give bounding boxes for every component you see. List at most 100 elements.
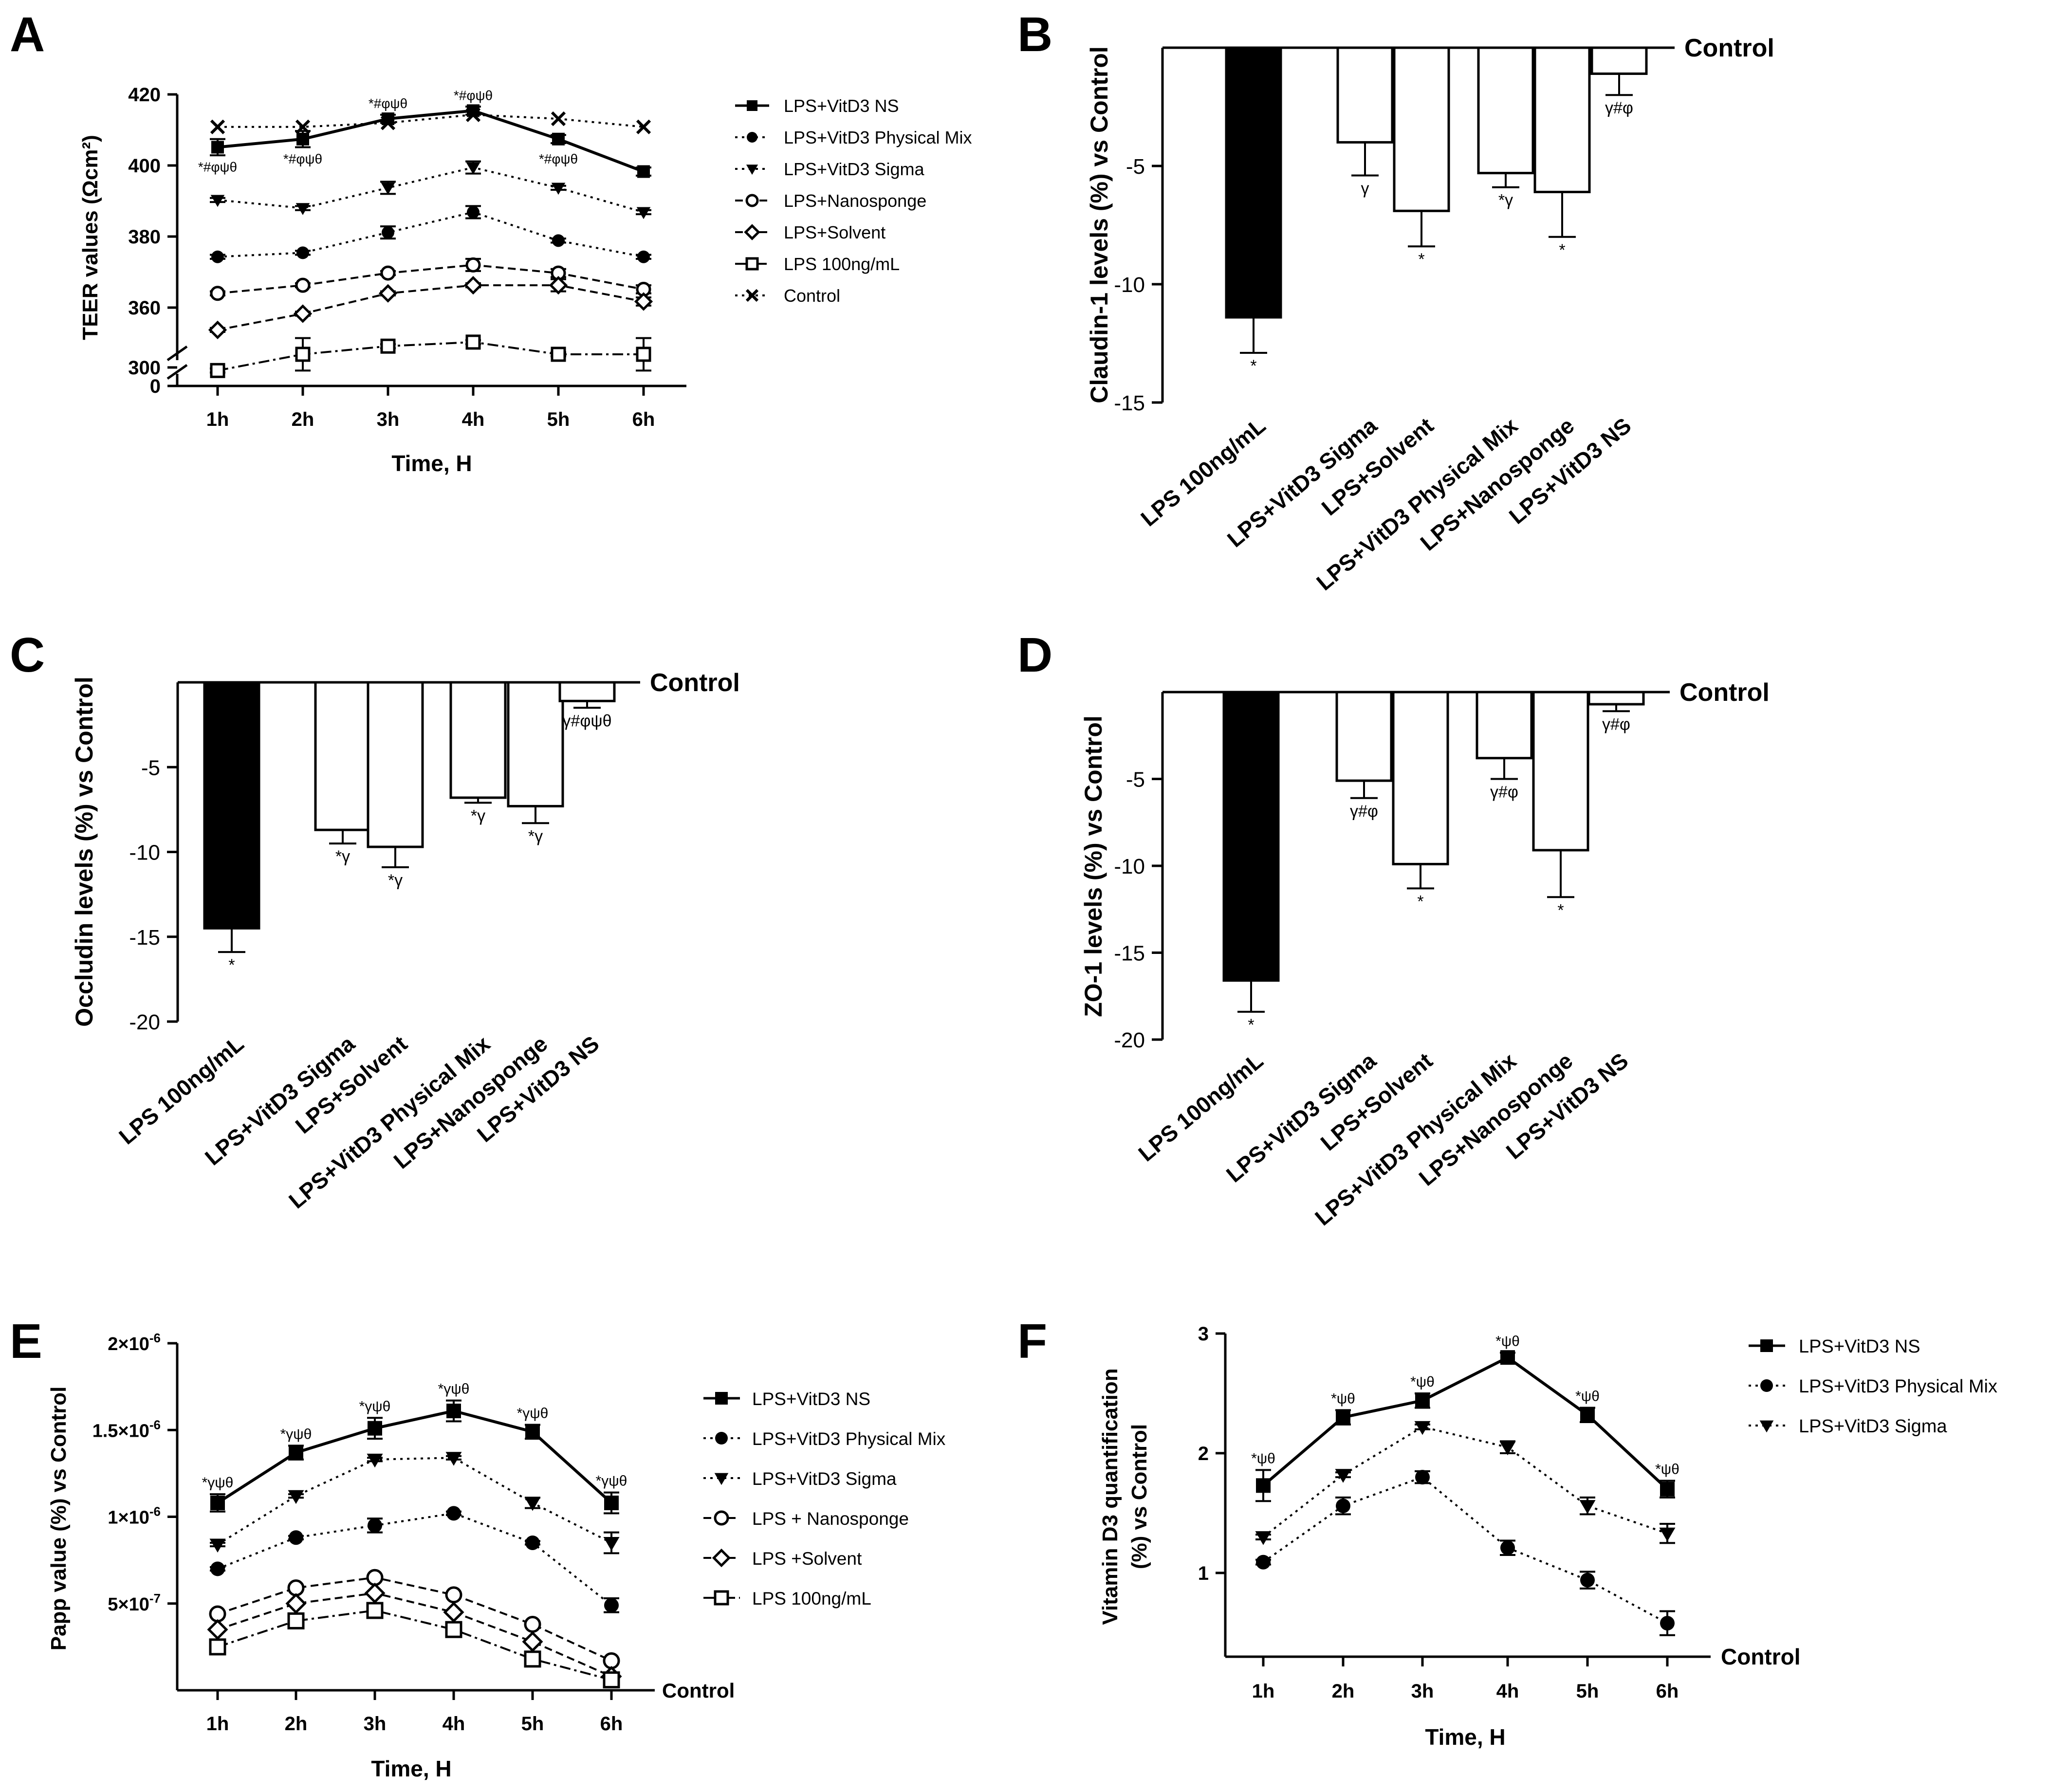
bar-lps-solvent: [1393, 46, 1450, 212]
series-line-lps-vitd3-sigma: [1262, 1426, 1668, 1538]
y-axis-label: TEER values (Ωcm²): [78, 135, 102, 340]
y-axis-label: (%) vs Control: [1127, 1424, 1151, 1569]
x-tick-label: 6h: [1656, 1681, 1679, 1702]
data-point-lps-vitd3-ns: [637, 165, 650, 178]
data-point-lps-solvent: [634, 292, 653, 311]
y-tick-label: -15: [129, 926, 160, 950]
y-tick-exponent: -6: [149, 1417, 161, 1432]
legend-label: LPS+VitD3 Physical Mix: [784, 128, 972, 147]
legend-label: LPS+VitD3 Sigma: [1799, 1416, 1947, 1437]
data-point-lps-100ng-ml: [524, 1650, 541, 1668]
data-point-lps-vitd3-physical-mix: [1580, 1573, 1595, 1588]
data-point-lps-vitd3-sigma: [288, 1490, 304, 1504]
x-tick-label: 2h: [292, 409, 314, 430]
panel-letter-f: F: [1017, 1314, 1047, 1369]
y-axis-label: ZO-1 levels (%) vs Control: [1080, 715, 1107, 1017]
x-tick-label: 4h: [443, 1713, 465, 1735]
data-point-lps-nanosponge: [380, 265, 396, 281]
significance-label: *ψθ: [1655, 1461, 1679, 1477]
data-point-lps-100ng-ml: [210, 363, 225, 378]
data-point-lps-vitd3-ns: [1500, 1350, 1515, 1365]
data-point-control: [465, 107, 481, 122]
significance-label: *: [1250, 357, 1256, 375]
y-tick-label: -20: [129, 1010, 160, 1034]
y-axis-label: Vitamin D3 quantification: [1098, 1368, 1122, 1625]
data-point-lps-nanosponge: [366, 1569, 384, 1586]
data-point-lps-vitd3-ns: [368, 1421, 382, 1436]
data-point-lps-solvent: [463, 275, 483, 295]
significance-label: *ψθ: [1575, 1388, 1600, 1404]
x-tick-label: 3h: [1411, 1681, 1434, 1702]
legend-marker: [1759, 1420, 1774, 1433]
data-point-lps-vitd3-sigma: [1335, 1469, 1351, 1483]
data-point-lps-100ng-ml: [445, 1621, 462, 1638]
x-tick-label: 1h: [1252, 1681, 1275, 1702]
y-tick-exponent: -6: [149, 1331, 161, 1345]
data-point-lps-vitd3-physical-mix: [382, 226, 394, 239]
x-tick-label: 2h: [285, 1713, 308, 1735]
legend-label: LPS+Solvent: [784, 222, 886, 242]
y-axis-label: Claudin-1 levels (%) vs Control: [1086, 46, 1113, 403]
axis-break-mark: [166, 345, 188, 362]
legend-marker: [747, 100, 757, 111]
y-tick-label: 1.5×10-6: [92, 1417, 161, 1441]
x-tick-label: 6h: [632, 409, 655, 430]
data-point-lps-solvent: [522, 1631, 543, 1652]
significance-label: *ψθ: [1495, 1333, 1520, 1349]
significance-label: *ψθ: [1331, 1390, 1355, 1407]
data-point-lps-nanosponge: [445, 1586, 462, 1604]
data-point-lps-vitd3-physical-mix: [368, 1518, 382, 1533]
legend-marker: [745, 289, 759, 302]
control-label: Control: [1721, 1644, 1801, 1669]
data-point-lps-nanosponge: [295, 277, 311, 293]
bar-lps-vitd3-physical-mix: [449, 681, 507, 799]
panel-letter-d: D: [1017, 628, 1052, 682]
bar-lps-nanosponge: [1533, 46, 1591, 193]
y-tick-label: 420: [128, 84, 161, 106]
significance-label: *γψθ: [438, 1381, 470, 1397]
series-line-control: [218, 113, 644, 128]
y-tick-mantissa: 5×10: [108, 1594, 149, 1615]
data-point-lps-vitd3-ns: [446, 1404, 461, 1419]
data-point-lps-vitd3-physical-mix: [1336, 1499, 1350, 1514]
chart-panel-c: Control -5 -10 -15 -20 Occludin levels (%) vs…: [71, 669, 740, 1213]
data-point-lps-vitd3-sigma: [1255, 1531, 1272, 1545]
x-tick-label: 3h: [364, 1713, 387, 1735]
y-tick-label: -10: [129, 841, 160, 865]
legend-marker: [712, 1548, 731, 1568]
x-tick-label: 4h: [1496, 1681, 1519, 1702]
bar-lps-solvent: [367, 681, 424, 848]
series-line-lps-100ng-ml: [217, 341, 644, 372]
data-point-lps-vitd3-physical-mix: [1660, 1616, 1675, 1631]
series-line-lps-vitd3-physical-mix: [1262, 1476, 1668, 1624]
y-tick-mantissa: 1×10: [108, 1508, 149, 1528]
significance-label: *#φψθ: [454, 88, 493, 103]
chart-panel-f: Control 1 2 3 Vitamin D3 quantification (%) v…: [1098, 1323, 1997, 1750]
control-label: Control: [650, 669, 740, 697]
y-axis-label: Papp value (%) vs Control: [47, 1387, 71, 1651]
series-line-lps-solvent: [217, 284, 644, 331]
series-line-lps-100ng-ml: [217, 1609, 612, 1681]
y-tick-label: -5: [141, 756, 160, 780]
data-point-control: [295, 119, 311, 134]
chart-panel-d: Control -5 -10 -15 -20 ZO-1 levels (%) vs Con…: [1080, 678, 1770, 1230]
data-point-lps-vitd3-sigma: [295, 203, 310, 215]
data-point-lps-100ng-ml: [380, 338, 396, 354]
data-point-lps-vitd3-physical-mix: [296, 246, 309, 259]
data-point-lps-nanosponge: [210, 286, 225, 301]
significance-label: *: [228, 956, 235, 974]
x-tick-label: 4h: [462, 409, 485, 430]
legend-marker: [715, 1432, 728, 1445]
legend-label: LPS 100ng/mL: [784, 254, 900, 274]
legend-label: LPS +Solvent: [752, 1549, 862, 1569]
significance-label: *γ: [471, 806, 485, 825]
significance-label: γ#φ: [1602, 715, 1630, 733]
y-tick-label: 2×10-6: [108, 1331, 161, 1354]
bar-lps-vitd3-sigma: [314, 681, 371, 831]
data-point-lps-solvent: [208, 320, 227, 340]
x-tick-label: 2h: [1332, 1681, 1355, 1702]
data-point-lps-vitd3-ns: [1660, 1481, 1675, 1497]
